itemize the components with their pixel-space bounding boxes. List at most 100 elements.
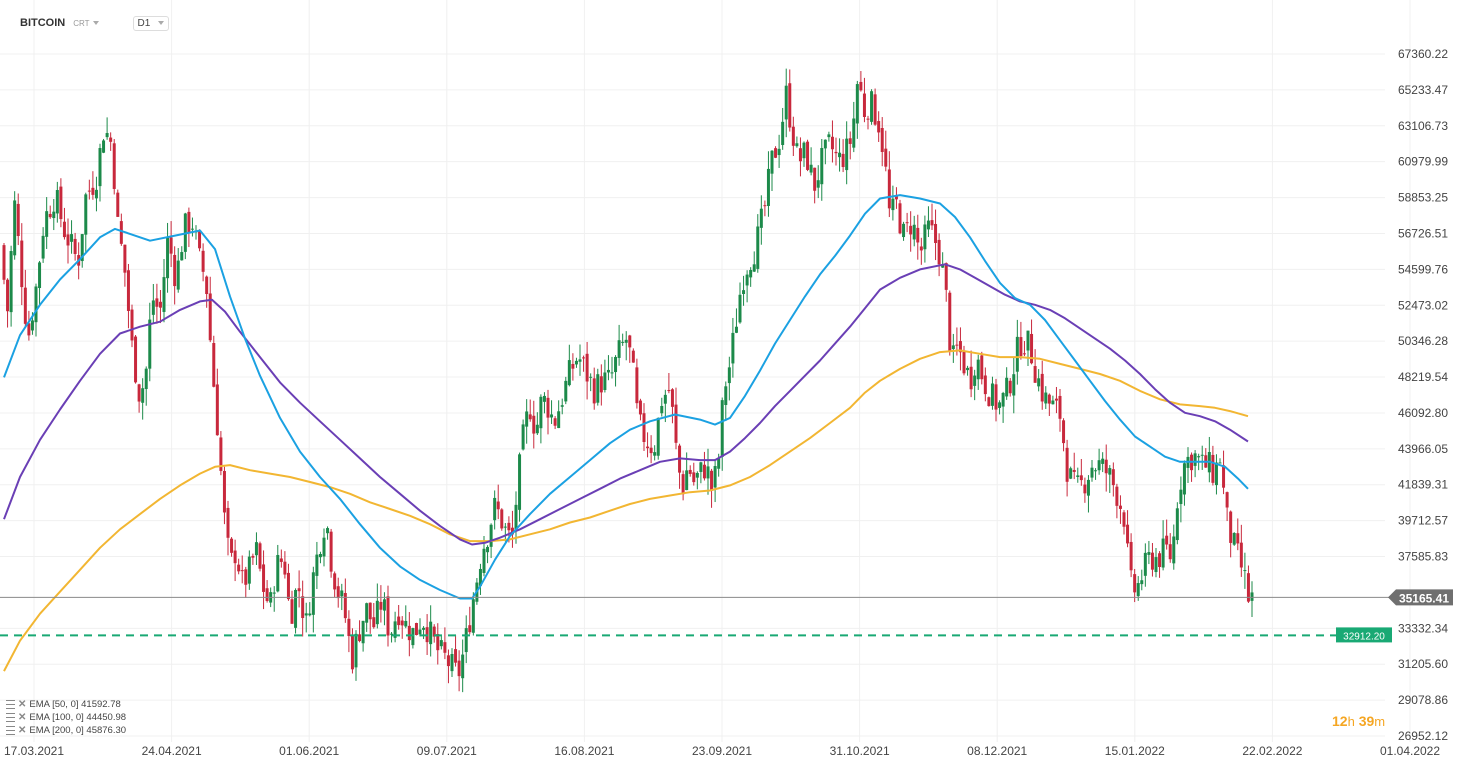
indicator-legend: ✕ EMA [50, 0] 41592.78 ✕ EMA [100, 0] 44… (6, 698, 126, 737)
candle-body (162, 277, 166, 312)
instrument-type-dropdown[interactable]: CRT (73, 18, 99, 28)
symbol-name[interactable]: BITCOIN (20, 17, 66, 29)
candle-body (539, 396, 543, 429)
candle-body (382, 599, 386, 611)
candle-body (944, 263, 948, 290)
candle-body (546, 397, 550, 418)
candle-body (87, 190, 91, 192)
candle-body (1108, 468, 1112, 475)
y-tick-label: 56726.51 (1398, 226, 1448, 240)
candle-body (983, 375, 987, 395)
candle-body (610, 372, 614, 374)
candle-body (1115, 486, 1119, 506)
candle-body (976, 359, 980, 380)
candle-body (304, 613, 308, 616)
candle-body (770, 150, 774, 174)
candle-body (155, 298, 159, 307)
legend-item-ema50[interactable]: ✕ EMA [50, 0] 41592.78 (6, 698, 126, 711)
candle-body (1165, 535, 1169, 545)
candle-body (635, 367, 639, 404)
candle-body (41, 235, 45, 259)
candle-body (180, 252, 184, 261)
candle-body (1250, 592, 1254, 601)
candle-body (930, 220, 934, 226)
y-tick-label: 52473.02 (1398, 298, 1448, 312)
candle-body (55, 190, 59, 214)
y-axis: 67360.22 65233.47 63106.73 60979.99 58853.25… (1398, 47, 1448, 743)
candle-body (148, 319, 152, 369)
candle-body (923, 224, 927, 250)
candle-body (742, 290, 746, 294)
candle-body (1239, 542, 1243, 568)
candle-body (574, 360, 578, 365)
candle-body (230, 538, 234, 553)
candle-body (244, 569, 248, 585)
candle-body (855, 84, 859, 124)
close-icon[interactable]: ✕ (18, 712, 27, 723)
candle-body (443, 642, 447, 653)
candle-body (62, 221, 66, 238)
candle-body (1154, 557, 1158, 573)
candle-body (798, 148, 802, 162)
candle-body (1022, 353, 1026, 355)
candle-body (514, 504, 518, 531)
candle-body (926, 220, 930, 230)
candle-body (564, 380, 568, 402)
candle-body (958, 341, 962, 353)
candle-body (105, 133, 109, 138)
candle-body (1232, 533, 1236, 545)
candle-body (375, 600, 379, 625)
candle-body (190, 228, 194, 230)
candle-body (361, 620, 365, 644)
candle-body (642, 413, 646, 442)
candle-body (877, 121, 881, 133)
candle-body (521, 424, 525, 450)
close-icon[interactable]: ✕ (18, 699, 27, 710)
candle-body (1222, 465, 1226, 488)
settings-icon[interactable] (6, 700, 15, 709)
candle-body (1246, 573, 1250, 602)
settings-icon[interactable] (6, 726, 15, 735)
y-tick-label: 48219.54 (1398, 370, 1448, 384)
candle-body (777, 148, 781, 156)
candle-body (436, 634, 440, 651)
candle-body (702, 464, 706, 479)
candle-body (845, 138, 849, 171)
candle-body (318, 554, 322, 558)
legend-item-ema200[interactable]: ✕ EMA [200, 0] 45876.30 (6, 724, 126, 737)
candle-body (894, 195, 898, 200)
candle-body (464, 628, 468, 653)
candle-body (962, 350, 966, 374)
legend-label: EMA [50, 0] 41592.78 (29, 699, 121, 710)
candle-body (1229, 511, 1233, 543)
candle-body (717, 457, 721, 469)
candle-body (535, 424, 539, 434)
candle-body (386, 596, 390, 636)
candle-body (994, 384, 998, 410)
x-tick-label: 01.04.2022 (1380, 744, 1440, 758)
y-tick-label: 39712.57 (1398, 514, 1448, 528)
candle-body (1030, 333, 1034, 364)
candle-body (624, 339, 628, 343)
settings-icon[interactable] (6, 713, 15, 722)
y-tick-label: 54599.76 (1398, 262, 1448, 276)
instrument-type-label: CRT (73, 18, 90, 28)
candle-body (518, 454, 522, 510)
candle-body (1083, 484, 1087, 494)
candle-body (23, 287, 27, 324)
candle-body (446, 655, 450, 667)
candle-body (990, 383, 994, 406)
candle-body (489, 524, 493, 547)
candle-body (1037, 378, 1041, 387)
candle-body (134, 336, 138, 383)
candle-body (830, 136, 834, 150)
candle-body (589, 376, 593, 378)
legend-item-ema100[interactable]: ✕ EMA [100, 0] 44450.98 (6, 711, 126, 724)
candle-body (969, 366, 973, 390)
candle-body (653, 452, 657, 456)
timeframe-select[interactable]: D1 (132, 15, 170, 31)
candle-body (848, 138, 852, 144)
candle-body (941, 265, 945, 268)
close-icon[interactable]: ✕ (18, 725, 27, 736)
